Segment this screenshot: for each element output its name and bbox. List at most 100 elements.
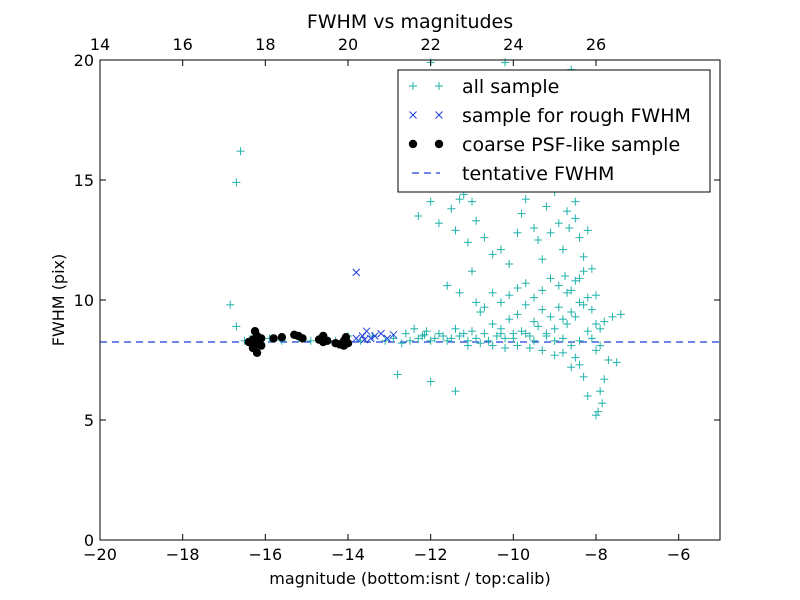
cross-b <box>352 334 361 343</box>
coarse-sample-point <box>298 334 307 343</box>
all-sample-point <box>496 245 505 254</box>
y-tick-label: 5 <box>84 411 94 430</box>
all-sample-point <box>567 308 576 316</box>
all-sample-point <box>410 324 419 333</box>
all-sample-point <box>604 356 613 364</box>
all-sample-point <box>505 315 514 324</box>
cross-b <box>383 334 392 343</box>
all-sample-point <box>558 334 567 343</box>
cross-b <box>352 268 361 277</box>
all-sample-point <box>521 329 530 338</box>
rough-sample-point <box>366 334 375 343</box>
all-sample-point <box>447 204 456 213</box>
all-sample-point <box>463 341 472 350</box>
axis-ticks: −20 −18 −16 −14 −12 −10 −8 −6 14 16 18 20 22 24 26 0 5 10… <box>74 35 720 564</box>
all-sample-point <box>468 267 476 276</box>
all-sample-point <box>550 324 559 333</box>
all-sample-point <box>587 264 596 273</box>
all-sample-point <box>587 334 596 343</box>
cross-b <box>366 334 375 343</box>
all-sample-point <box>521 279 530 288</box>
legend-box <box>397 69 711 193</box>
all-sample-point <box>525 332 534 340</box>
all-sample-point <box>401 329 410 338</box>
all-sample-point <box>571 312 580 321</box>
legend-items: all sample sample for rough FWHM coarse PS… <box>408 76 691 185</box>
legend-plus-marker <box>409 82 417 90</box>
all-sample-point <box>492 332 501 340</box>
all-sample-point <box>468 327 476 336</box>
all-sample-point <box>538 346 547 355</box>
legend: all sample sample for rough FWHM coarse PS… <box>397 69 711 193</box>
rough-sample-point <box>352 268 361 277</box>
all-sample-point <box>521 300 530 309</box>
all-sample-point <box>517 327 526 336</box>
coarse-sample-point <box>323 336 332 345</box>
all-sample-point <box>594 407 603 416</box>
coarse-sample-point <box>269 334 278 343</box>
all-sample-point <box>513 310 522 319</box>
all-sample-point <box>592 411 600 420</box>
all-sample-point <box>571 197 580 206</box>
all-sample-point <box>575 360 584 369</box>
all-sample-point <box>232 322 241 331</box>
cross-b <box>362 327 371 336</box>
series-3 <box>244 327 353 357</box>
all-sample-point <box>472 334 481 343</box>
all-sample-point <box>563 320 572 328</box>
all-sample-point <box>546 228 555 237</box>
top-x-tick-label: 16 <box>172 35 192 54</box>
legend-label: all sample <box>462 76 559 98</box>
all-sample-point <box>455 288 464 297</box>
x-tick-label: −10 <box>496 545 530 564</box>
all-sample-point <box>554 219 563 228</box>
all-sample-point <box>592 346 600 355</box>
all-sample-point <box>226 300 235 309</box>
all-sample-point <box>501 334 510 343</box>
all-sample-point <box>530 336 538 345</box>
all-sample-point <box>488 320 497 328</box>
cross-b <box>377 329 385 338</box>
all-sample-point <box>426 377 435 386</box>
all-sample-point <box>561 272 569 280</box>
all-sample-point <box>476 308 485 316</box>
all-sample-point <box>583 293 592 302</box>
all-sample-point <box>571 276 580 285</box>
cross-b <box>360 335 369 344</box>
all-sample-point <box>455 332 464 340</box>
all-sample-point <box>480 329 489 338</box>
all-sample-point <box>567 363 576 372</box>
rough-sample-point <box>352 334 361 343</box>
top-x-tick-label: 24 <box>503 35 523 54</box>
all-sample-point <box>505 291 514 300</box>
all-sample-point <box>592 320 600 328</box>
legend-plus-marker <box>435 82 443 90</box>
all-sample-point <box>567 341 576 350</box>
cross-b <box>371 332 379 340</box>
series-2 <box>352 268 398 344</box>
all-sample-point <box>426 336 435 345</box>
y-tick-label: 0 <box>84 531 94 550</box>
all-sample-point <box>579 267 588 276</box>
all-sample-point <box>397 339 406 348</box>
all-sample-point <box>484 336 493 345</box>
all-sample-point <box>583 392 592 400</box>
all-sample-point <box>575 298 584 307</box>
all-sample-point <box>517 209 526 218</box>
all-sample-point <box>579 252 588 261</box>
rough-sample-point <box>362 327 371 336</box>
all-sample-point <box>616 310 625 319</box>
all-sample-point <box>575 336 584 345</box>
all-sample-point <box>596 341 605 350</box>
all-sample-point <box>542 202 551 211</box>
all-sample-point <box>422 327 431 336</box>
all-sample-point <box>426 197 435 206</box>
all-sample-point <box>550 351 559 360</box>
y-tick-label: 20 <box>74 51 94 70</box>
rough-sample-point <box>389 330 398 339</box>
all-sample-point <box>488 250 497 259</box>
rough-sample-point <box>377 329 385 338</box>
all-sample-point <box>563 207 572 216</box>
all-sample-point <box>550 336 559 345</box>
all-sample-point <box>567 286 576 295</box>
